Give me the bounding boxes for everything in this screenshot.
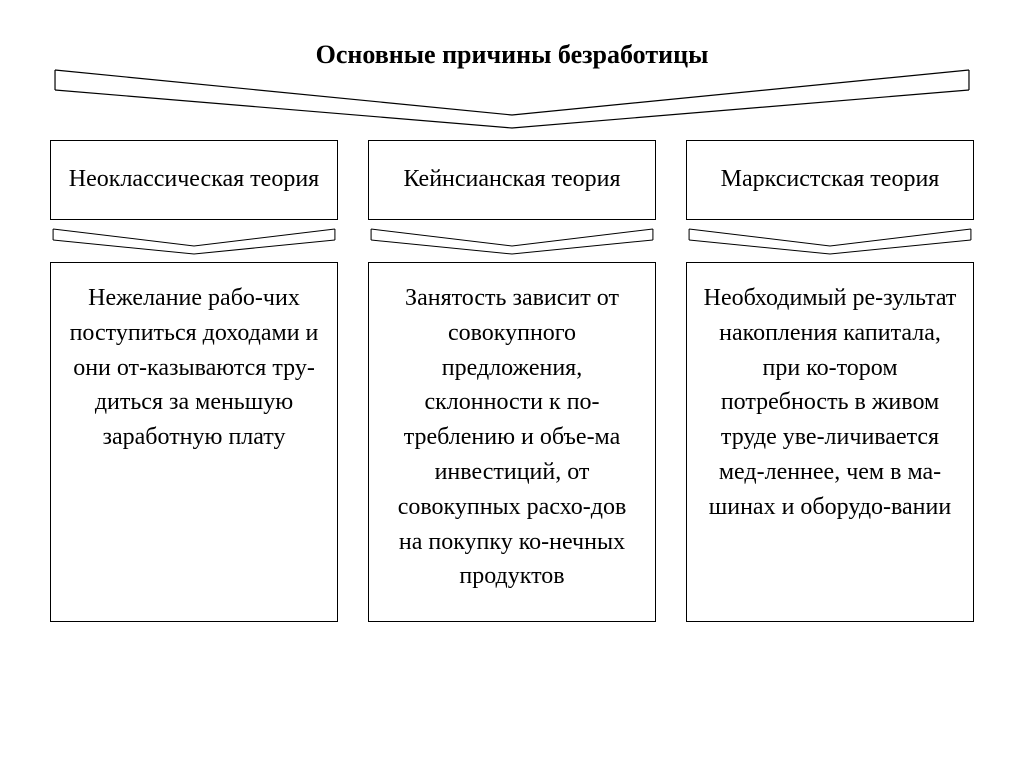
column-chevron-icon bbox=[686, 226, 974, 256]
column-neoclassical: Неоклассическая теория Нежелание рабо-чи… bbox=[50, 140, 338, 622]
columns-container: Неоклассическая теория Нежелание рабо-чи… bbox=[50, 140, 974, 622]
description-text: Необходимый ре-зультат накопления капита… bbox=[704, 285, 957, 520]
description-text: Занятость зависит от совокупного предлож… bbox=[398, 285, 627, 589]
theory-label: Неоклассическая теория bbox=[69, 164, 319, 195]
theory-box: Кейнсианская теория bbox=[368, 140, 656, 220]
description-box: Нежелание рабо-чих поступиться доходами … bbox=[50, 262, 338, 622]
main-chevron-icon bbox=[50, 60, 974, 130]
column-marxist: Марксистская теория Необходимый ре-зульт… bbox=[686, 140, 974, 622]
theory-label: Марксистская теория bbox=[721, 164, 940, 195]
column-chevron-icon bbox=[368, 226, 656, 256]
description-box: Необходимый ре-зультат накопления капита… bbox=[686, 262, 974, 622]
description-text: Нежелание рабо-чих поступиться доходами … bbox=[70, 285, 319, 450]
diagram-root: Основные причины безработицы Неоклассиче… bbox=[50, 40, 974, 622]
theory-label: Кейнсианская теория bbox=[403, 164, 620, 195]
title-area: Основные причины безработицы bbox=[50, 40, 974, 130]
theory-box: Марксистская теория bbox=[686, 140, 974, 220]
diagram-title: Основные причины безработицы bbox=[50, 40, 974, 70]
theory-box: Неоклассическая теория bbox=[50, 140, 338, 220]
description-box: Занятость зависит от совокупного предлож… bbox=[368, 262, 656, 622]
column-keynesian: Кейнсианская теория Занятость зависит от… bbox=[368, 140, 656, 622]
column-chevron-icon bbox=[50, 226, 338, 256]
